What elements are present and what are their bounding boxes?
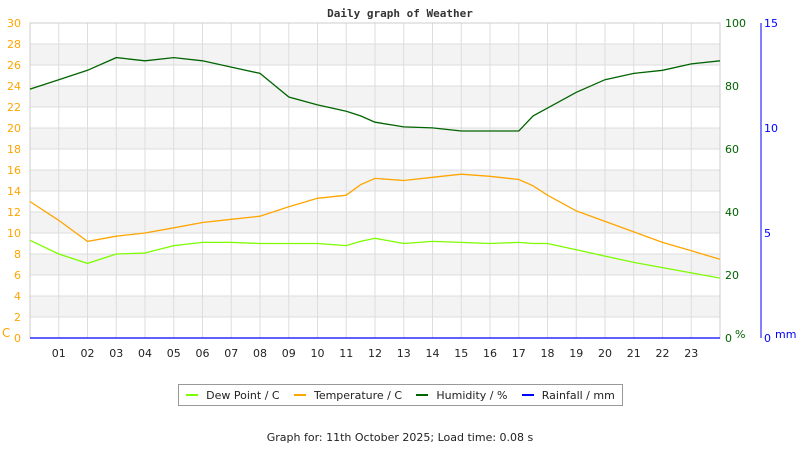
x-tick-label: 14 — [426, 347, 440, 360]
left-tick-label: 22 — [7, 101, 21, 114]
x-tick-label: 10 — [311, 347, 325, 360]
rainfall-tick-label: 5 — [764, 227, 771, 240]
left-tick-label: 6 — [14, 269, 21, 282]
humidity-tick-label: 80 — [725, 80, 739, 93]
x-tick-label: 01 — [52, 347, 66, 360]
left-tick-label: 20 — [7, 122, 21, 135]
left-tick-label: 4 — [14, 290, 21, 303]
x-tick-label: 23 — [684, 347, 698, 360]
left-tick-label: 14 — [7, 185, 21, 198]
humidity-tick-label: 40 — [725, 206, 739, 219]
left-tick-label: 8 — [14, 248, 21, 261]
graph-footer: Graph for: 11th October 2025; Load time:… — [266, 431, 534, 444]
humidity-tick-label: 0 — [725, 332, 732, 345]
legend-label: Temperature / C — [313, 388, 403, 402]
x-tick-label: 12 — [368, 347, 382, 360]
legend: Dew Point / C Temperature / C Humidity /… — [178, 384, 623, 406]
legend-item-rainfall: Rainfall / mm — [521, 388, 615, 402]
legend-label: Dew Point / C — [206, 388, 280, 402]
x-tick-label: 13 — [397, 347, 411, 360]
series-line-temperature — [29, 173, 721, 260]
rainfall-tick-label: 0 — [764, 332, 771, 345]
x-tick-label: 03 — [109, 347, 123, 360]
left-tick-label: 26 — [7, 59, 21, 72]
legend-swatch — [521, 394, 534, 396]
x-tick-label: 02 — [81, 347, 95, 360]
left-tick-label: 10 — [7, 227, 21, 240]
left-axis-unit: C — [2, 326, 10, 340]
legend-item-temperature: Temperature / C — [293, 388, 403, 402]
x-tick-label: 06 — [196, 347, 210, 360]
x-tick-label: 05 — [167, 347, 181, 360]
x-tick-label: 11 — [339, 347, 353, 360]
chart-title: Daily graph of Weather — [327, 7, 473, 20]
humidity-tick-label: 60 — [725, 143, 739, 156]
left-tick-label: 18 — [7, 143, 21, 156]
left-tick-label: 24 — [7, 80, 21, 93]
legend-label: Humidity / % — [436, 388, 508, 402]
x-tick-label: 09 — [282, 347, 296, 360]
x-tick-label: 07 — [224, 347, 238, 360]
rainfall-tick-label: 15 — [764, 17, 778, 30]
humidity-axis-unit: % — [735, 328, 745, 341]
humidity-tick-label: 100 — [725, 17, 746, 30]
rainfall-tick-label: 10 — [764, 122, 778, 135]
x-tick-label: 08 — [253, 347, 267, 360]
x-tick-label: 18 — [541, 347, 555, 360]
rainfall-axis-unit: mm — [775, 328, 796, 341]
legend-item-dew-point: Dew Point / C — [186, 388, 280, 402]
left-tick-label: 30 — [7, 17, 21, 30]
humidity-tick-label: 20 — [725, 269, 739, 282]
left-tick-label: 28 — [7, 38, 21, 51]
left-tick-label: 0 — [14, 332, 21, 345]
series-line-dew — [29, 237, 721, 279]
left-tick-label: 16 — [7, 164, 21, 177]
left-tick-label: 2 — [14, 311, 21, 324]
x-tick-label: 20 — [598, 347, 612, 360]
x-tick-label: 17 — [512, 347, 526, 360]
left-tick-label: 12 — [7, 206, 21, 219]
x-tick-label: 19 — [569, 347, 583, 360]
x-tick-label: 21 — [627, 347, 641, 360]
legend-swatch — [186, 394, 199, 396]
x-tick-label: 16 — [483, 347, 497, 360]
x-tick-label: 22 — [656, 347, 670, 360]
legend-label: Rainfall / mm — [541, 388, 615, 402]
x-tick-label: 15 — [454, 347, 468, 360]
legend-swatch — [293, 394, 306, 396]
legend-swatch — [416, 394, 429, 396]
series-line-humidity — [29, 56, 721, 132]
legend-item-humidity: Humidity / % — [416, 389, 507, 402]
x-tick-label: 04 — [138, 347, 152, 360]
